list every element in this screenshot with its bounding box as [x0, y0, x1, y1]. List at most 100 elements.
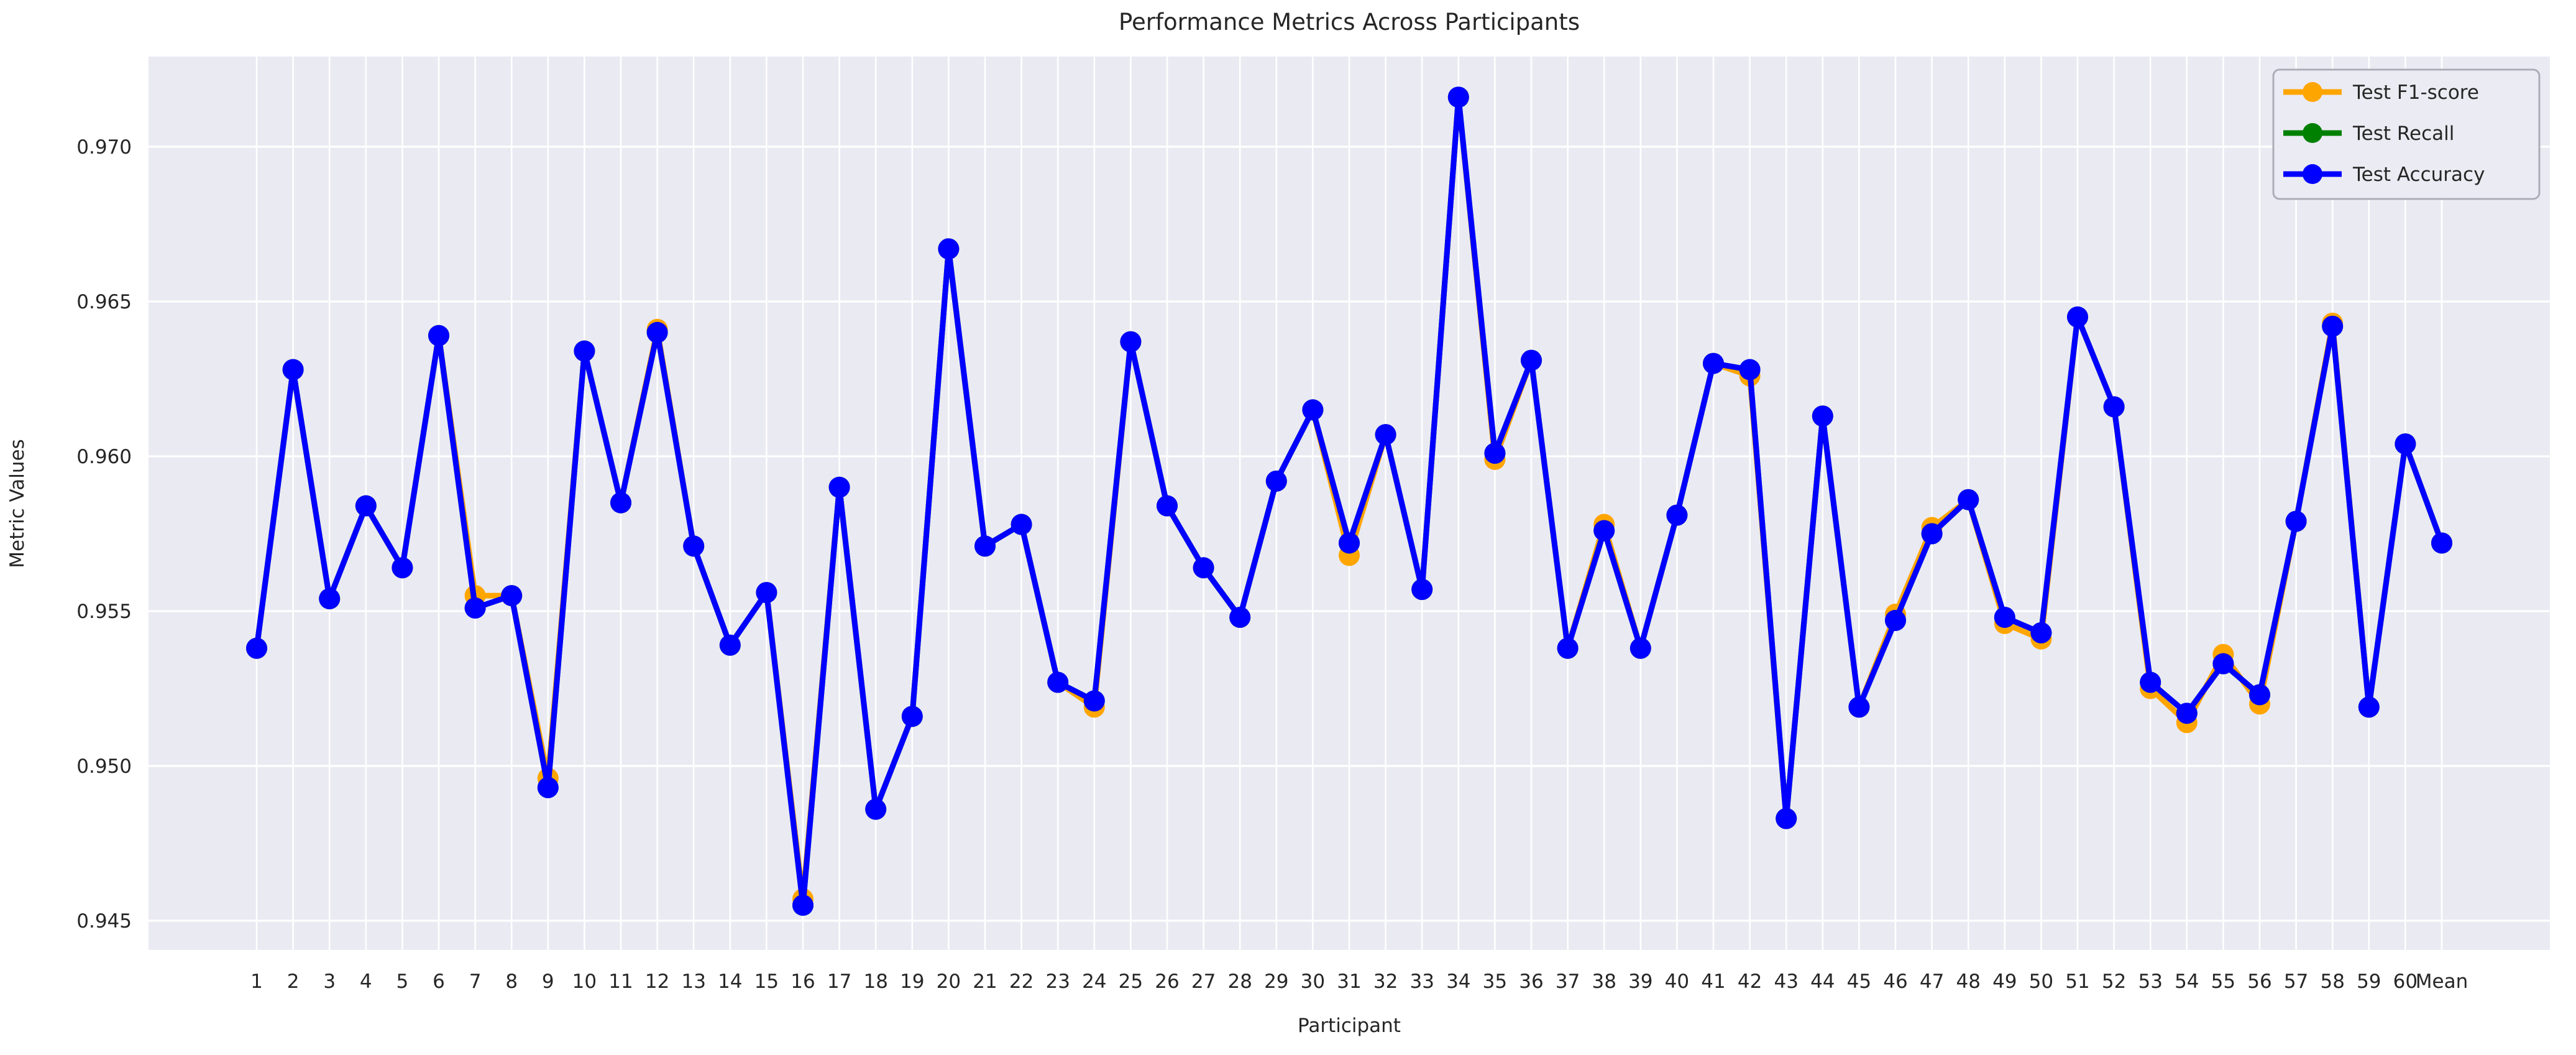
x-tick-label: 51	[2065, 970, 2089, 993]
legend-entry-test-f1-score: Test F1-score	[2283, 81, 2479, 104]
data-point-test-accuracy-53	[2140, 671, 2161, 693]
data-point-test-accuracy-58	[2322, 315, 2344, 337]
x-tick-label: 20	[937, 970, 961, 993]
data-point-test-accuracy-23	[1047, 671, 1069, 693]
data-point-test-accuracy-35	[1484, 443, 1506, 464]
x-tick-label: 49	[1992, 970, 2017, 993]
data-point-test-accuracy-52	[2103, 396, 2125, 418]
x-tick-label: 59	[2357, 970, 2381, 993]
data-point-test-accuracy-6	[428, 325, 449, 346]
x-tick-label: 3	[323, 970, 336, 993]
data-point-test-accuracy-57	[2285, 510, 2307, 532]
legend: Test F1-score Test Recall Test Accuracy	[2272, 68, 2541, 200]
data-point-test-accuracy-36	[1521, 349, 1542, 371]
legend-box	[2272, 68, 2541, 200]
data-point-test-accuracy-34	[1447, 86, 1469, 108]
data-point-test-accuracy-13	[683, 535, 705, 557]
x-tick-label: 57	[2284, 970, 2308, 993]
x-tick-label: 24	[1082, 970, 1106, 993]
data-point-test-accuracy-51	[2067, 306, 2088, 328]
x-tick-label: 26	[1155, 970, 1179, 993]
x-tick-label: 39	[1628, 970, 1652, 993]
x-tick-label: 35	[1483, 970, 1507, 993]
legend-label-test-f1-score: Test F1-score	[2352, 81, 2479, 104]
data-point-test-accuracy-11	[610, 492, 631, 514]
data-point-test-accuracy-59	[2358, 696, 2380, 718]
x-tick-label: 50	[2029, 970, 2053, 993]
x-tick-label: 30	[1301, 970, 1325, 993]
data-point-test-accuracy-54	[2176, 703, 2198, 724]
data-point-test-accuracy-19	[901, 706, 923, 727]
x-tick-label: 43	[1774, 970, 1798, 993]
data-point-test-accuracy-30	[1302, 399, 1324, 421]
y-tick-label: 0.955	[76, 601, 132, 623]
data-point-test-accuracy-45	[1848, 696, 1870, 718]
data-point-test-accuracy-20	[938, 238, 960, 260]
data-point-test-accuracy-33	[1411, 579, 1433, 601]
data-point-test-accuracy-2	[282, 359, 304, 380]
x-tick-label: 31	[1337, 970, 1361, 993]
data-point-test-accuracy-18	[865, 798, 887, 820]
y-tick-label: 0.970	[76, 136, 132, 159]
x-tick-label: 56	[2247, 970, 2271, 993]
x-tick-label: 55	[2211, 970, 2235, 993]
legend-label-test-accuracy: Test Accuracy	[2352, 164, 2485, 186]
x-tick-label: 7	[469, 970, 482, 993]
data-point-test-accuracy-15	[756, 582, 777, 604]
data-point-test-accuracy-16	[792, 895, 814, 916]
legend-entry-test-accuracy: Test Accuracy	[2283, 164, 2485, 186]
x-tick-label: 48	[1956, 970, 1980, 993]
data-point-test-accuracy-4	[355, 495, 377, 517]
y-tick-label: 0.945	[76, 910, 132, 933]
data-point-test-accuracy-26	[1157, 495, 1178, 517]
x-tick-label: 33	[1409, 970, 1434, 993]
data-point-test-accuracy-8	[501, 585, 523, 607]
data-point-test-accuracy-5	[392, 557, 413, 579]
legend-label-test-recall: Test Recall	[2352, 122, 2454, 145]
data-point-test-accuracy-1	[246, 637, 267, 659]
x-tick-label: 23	[1045, 970, 1070, 993]
data-point-test-accuracy-21	[974, 535, 996, 557]
x-tick-label: 2	[287, 970, 300, 993]
x-tick-label: 14	[718, 970, 742, 993]
x-tick-label: 32	[1373, 970, 1398, 993]
data-point-test-accuracy-38	[1593, 520, 1615, 541]
x-tick-label: 8	[505, 970, 518, 993]
x-tick-label: 37	[1556, 970, 1580, 993]
data-point-test-accuracy-37	[1557, 637, 1579, 659]
x-tick-label: 41	[1701, 970, 1725, 993]
legend-swatch-marker-test-f1-score	[2303, 82, 2322, 102]
legend-swatch-marker-test-accuracy	[2303, 164, 2322, 184]
x-tick-label: 58	[2320, 970, 2344, 993]
legend-entry-test-recall: Test Recall	[2283, 122, 2454, 145]
data-point-test-accuracy-7	[464, 597, 486, 619]
data-point-test-accuracy-55	[2212, 653, 2234, 675]
data-point-test-accuracy-24	[1083, 690, 1105, 712]
data-point-test-accuracy-9	[537, 776, 559, 798]
data-point-test-accuracy-12	[646, 321, 668, 343]
data-point-test-accuracy-28	[1229, 606, 1251, 628]
x-tick-label: 60	[2393, 970, 2418, 993]
data-point-test-accuracy-40	[1666, 504, 1688, 526]
data-point-test-accuracy-39	[1629, 637, 1651, 659]
data-point-test-accuracy-56	[2249, 684, 2270, 706]
x-tick-label: 47	[1920, 970, 1944, 993]
x-tick-label: 28	[1227, 970, 1252, 993]
data-point-test-accuracy-17	[828, 476, 850, 498]
x-tick-label: Mean	[2416, 970, 2468, 993]
data-point-test-accuracy-42	[1739, 359, 1761, 380]
data-point-test-accuracy-48	[1958, 489, 1979, 510]
x-tick-label: 45	[1847, 970, 1871, 993]
y-tick-label: 0.960	[76, 446, 132, 468]
data-point-test-accuracy-46	[1885, 609, 1906, 631]
data-point-test-accuracy-60	[2395, 433, 2416, 455]
x-tick-label: 36	[1519, 970, 1543, 993]
x-tick-label: 10	[572, 970, 597, 993]
x-tick-label: 52	[2102, 970, 2126, 993]
legend-swatch-marker-test-recall	[2303, 123, 2322, 143]
x-tick-label: 34	[1446, 970, 1470, 993]
x-tick-label: 29	[1264, 970, 1288, 993]
data-point-test-accuracy-29	[1265, 470, 1287, 492]
x-tick-label: 40	[1665, 970, 1689, 993]
